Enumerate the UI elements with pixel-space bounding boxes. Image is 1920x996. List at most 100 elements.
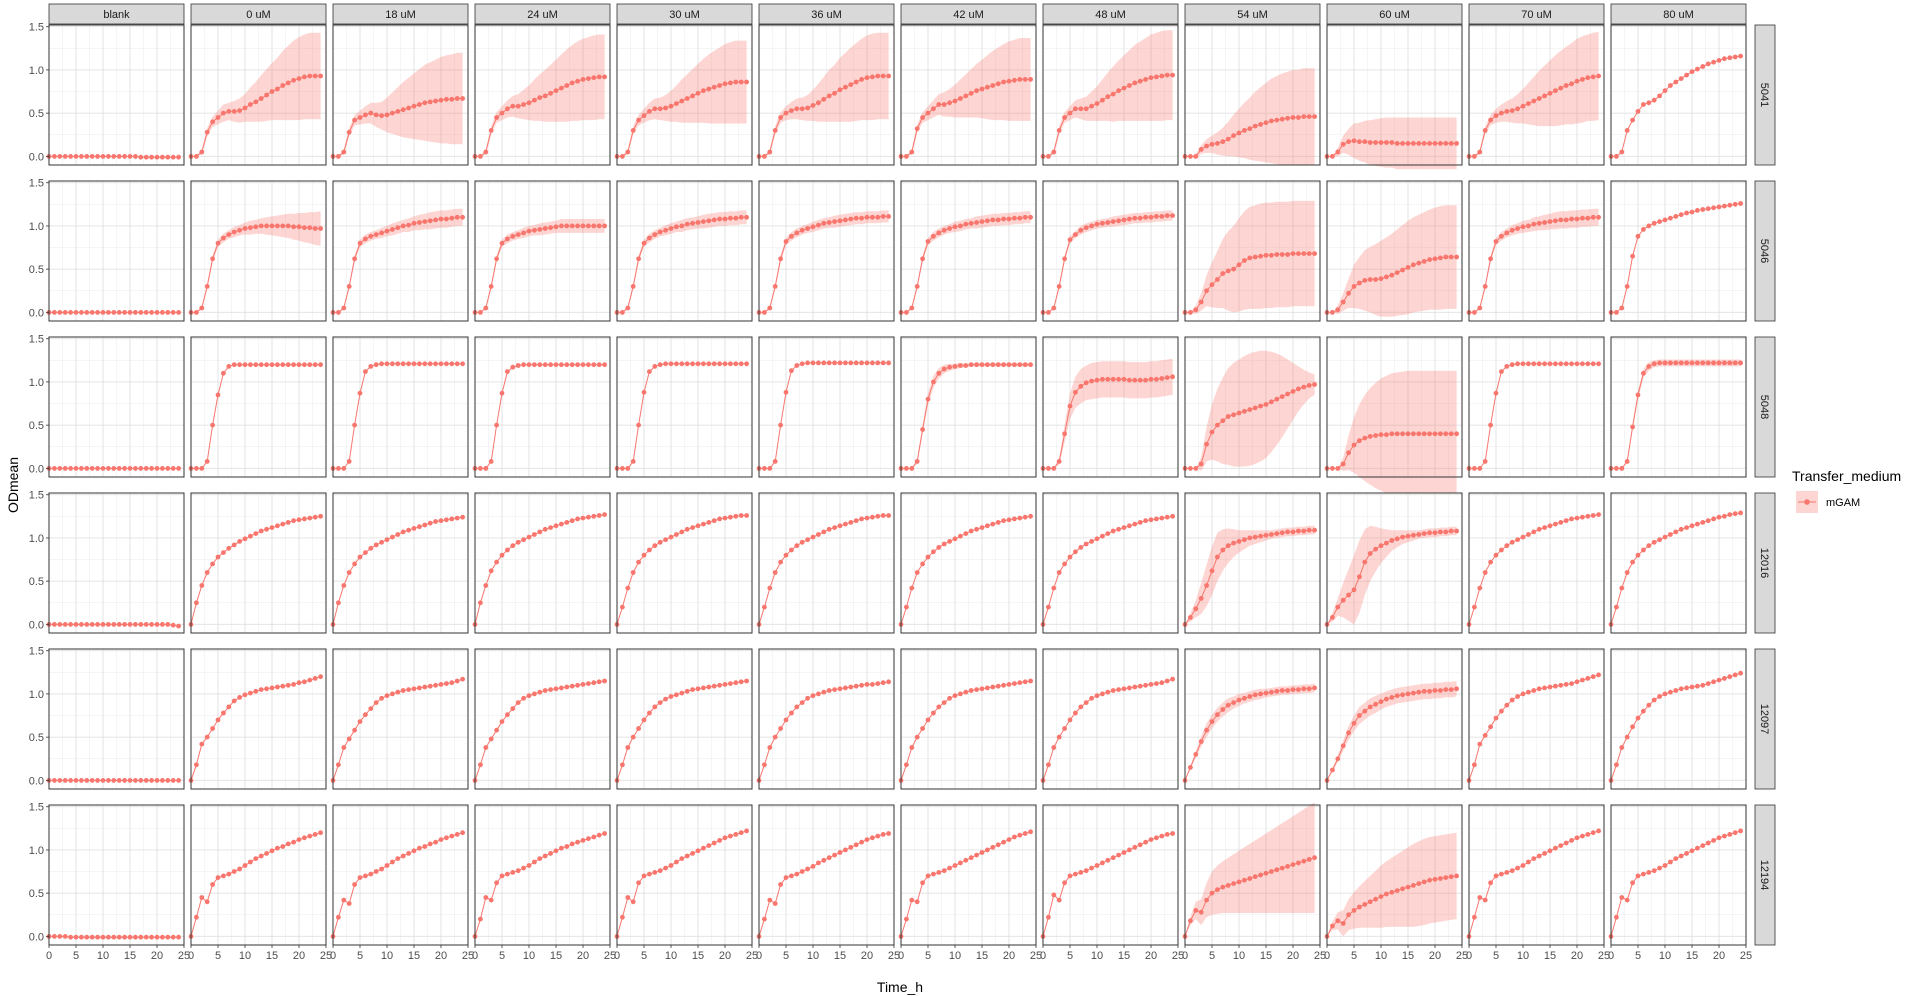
col-strip (190, 3, 327, 25)
data-point (199, 741, 205, 747)
data-point (1301, 251, 1307, 256)
panel-border (1184, 24, 1321, 166)
data-point (312, 362, 318, 368)
data-point (1078, 227, 1084, 233)
data-point (199, 583, 205, 588)
data-point (832, 687, 837, 692)
data-point (591, 513, 597, 519)
data-point (821, 857, 827, 863)
data-point (1357, 713, 1362, 718)
x-tick-label: 20 (719, 950, 731, 962)
data-point (1022, 679, 1028, 685)
data-point (406, 527, 411, 533)
data-point (799, 361, 805, 367)
data-point (620, 604, 625, 610)
y-tick-label: 1.5 (29, 646, 44, 658)
data-point (1531, 529, 1537, 535)
ribbon-sd (1327, 205, 1457, 317)
data-point (160, 466, 165, 471)
data-point (1017, 77, 1023, 82)
data-point (1716, 677, 1722, 683)
data-point (1727, 832, 1733, 837)
data-point (1225, 136, 1231, 142)
data-point (1477, 585, 1483, 591)
data-point (859, 77, 864, 82)
data-point (1105, 689, 1111, 695)
data-point (553, 848, 559, 854)
data-point (936, 545, 942, 550)
data-point (837, 360, 843, 366)
data-point (995, 81, 1001, 87)
data-point (154, 778, 160, 783)
data-point (1306, 686, 1312, 692)
x-tick-label: 15 (1686, 950, 1698, 962)
data-point (1411, 532, 1416, 538)
data-point (1526, 532, 1531, 537)
data-point (302, 835, 307, 841)
data-point (89, 622, 95, 627)
data-point (1630, 424, 1635, 430)
data-point (237, 108, 243, 113)
data-point (357, 554, 363, 560)
data-point (1258, 122, 1263, 127)
data-point (1269, 869, 1274, 874)
data-point (762, 762, 767, 768)
data-point (596, 362, 602, 368)
data-point (880, 360, 886, 366)
data-point (1105, 857, 1111, 863)
data-point (706, 684, 712, 690)
data-point (762, 916, 767, 922)
data-point (569, 80, 575, 86)
data-point (1493, 715, 1499, 721)
panel-border (332, 492, 469, 634)
data-point (460, 361, 465, 367)
row-strip (1754, 180, 1776, 322)
data-point (701, 521, 706, 527)
panel (472, 336, 611, 478)
data-point (483, 466, 489, 471)
data-point (880, 832, 886, 837)
data-point (1411, 262, 1416, 268)
data-point (870, 214, 875, 220)
panel (1040, 648, 1179, 790)
data-point (837, 218, 843, 224)
data-point (1247, 255, 1253, 261)
data-point (1279, 394, 1285, 399)
x-tick-label: 15 (976, 950, 988, 962)
data-point (1274, 867, 1280, 873)
data-point (1384, 140, 1389, 145)
data-point (1580, 514, 1585, 520)
data-point (1110, 91, 1116, 97)
x-tick-label: 0 (756, 950, 762, 962)
data-point (859, 516, 864, 522)
col-strip (474, 3, 611, 25)
data-point (1705, 360, 1711, 366)
data-point (1231, 133, 1236, 139)
col-strip (48, 3, 185, 25)
data-point (95, 934, 100, 940)
data-point (1389, 140, 1395, 145)
panel (330, 648, 469, 790)
data-point (1394, 141, 1400, 146)
data-point (291, 224, 296, 230)
data-point (1306, 383, 1312, 388)
data-point (1193, 154, 1199, 159)
data-point (368, 545, 374, 551)
data-point (1296, 115, 1301, 120)
data-point (1509, 697, 1515, 703)
data-point (116, 310, 122, 315)
data-point (772, 127, 778, 133)
data-point (641, 717, 647, 723)
data-point (1499, 233, 1504, 239)
legend-title: Transfer_medium (1792, 468, 1901, 484)
data-point (231, 362, 237, 368)
data-point (1531, 688, 1537, 693)
data-point (668, 361, 674, 367)
panel-border (474, 492, 611, 634)
data-point (695, 361, 701, 367)
data-point (1488, 117, 1493, 123)
data-point (390, 361, 395, 367)
panel-border (616, 336, 753, 478)
data-point (438, 837, 444, 842)
data-point (575, 682, 580, 688)
